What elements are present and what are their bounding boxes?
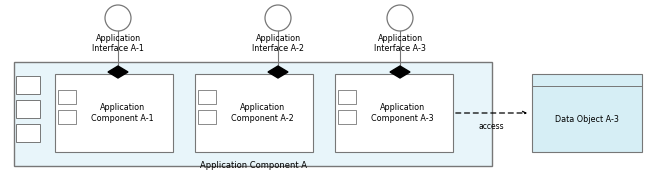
Bar [338,110,356,124]
Bar [198,90,216,104]
Bar [198,110,216,124]
Bar [58,110,76,124]
Text: Application
Interface A-1: Application Interface A-1 [92,34,144,53]
Bar [195,74,313,152]
Polygon shape [390,66,410,78]
Bar [16,124,40,142]
Text: access: access [479,122,504,131]
Text: Application
Component A-3: Application Component A-3 [371,103,434,123]
Bar [14,62,492,166]
Text: Application
Interface A-3: Application Interface A-3 [374,34,426,53]
Bar [335,74,453,152]
Bar [532,74,642,152]
Text: Data Object A-3: Data Object A-3 [555,114,619,124]
Polygon shape [268,66,288,78]
Text: Application
Component A-2: Application Component A-2 [231,103,293,123]
Bar [55,74,173,152]
Text: Application Component A: Application Component A [199,161,306,170]
Bar [16,76,40,94]
Bar [338,90,356,104]
Bar [58,90,76,104]
Text: Application
Component A-1: Application Component A-1 [91,103,154,123]
Bar [16,100,40,118]
Polygon shape [108,66,128,78]
Text: Application
Interface A-2: Application Interface A-2 [252,34,304,53]
